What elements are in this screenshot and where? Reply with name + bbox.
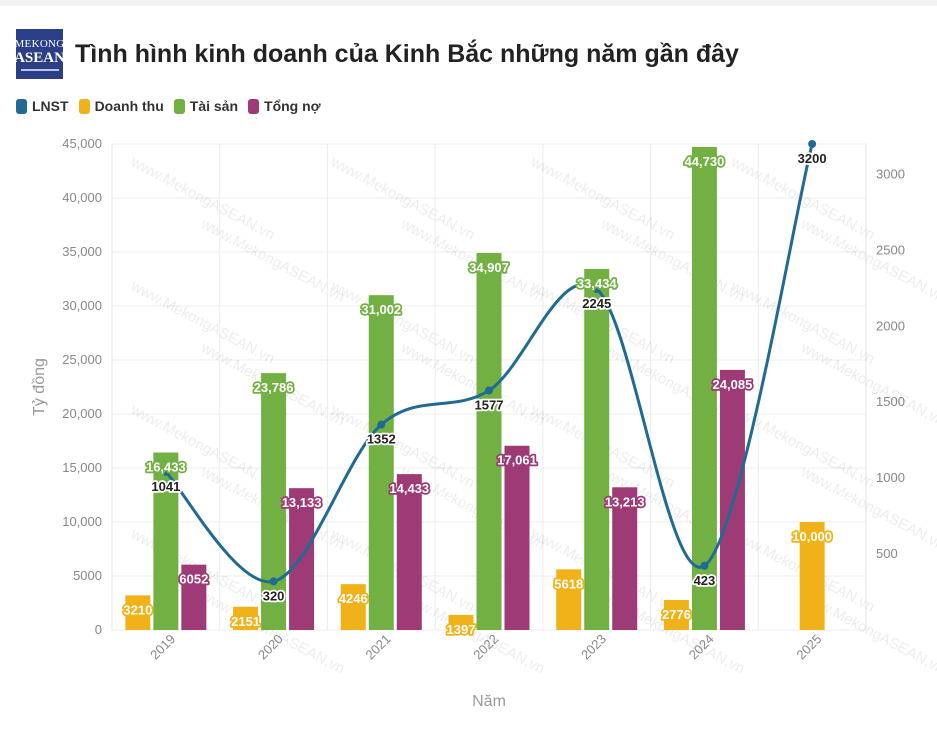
bar-tai-san-2024 [691,146,717,630]
x-tick-label: 2019 [147,631,178,662]
legend-item-tai-san[interactable]: Tài sản [173,98,239,114]
point-lnst-2021 [377,420,386,429]
bar-label-tong-no-2024: 24,085 [713,377,753,392]
x-tick-label: 2021 [363,631,394,662]
y-tick-label: 40,000 [62,190,102,205]
bar-label-doanh-thu-2023: 5618 [554,576,583,591]
line-lnst [164,143,814,584]
legend: LNST Doanh thu Tài sản Tổng nợ [16,98,331,114]
legend-label: Tài sản [189,98,239,114]
bar-label-tai-san-2020: 23,786 [254,380,294,395]
point-lnst-2023 [592,285,601,294]
bar-tai-san-2021 [368,295,394,630]
bar-label-tai-san-2019: 16,433 [146,460,186,475]
y2-tick-label: 3000 [876,166,905,181]
point-lnst-2022 [485,386,493,395]
bar-label-doanh-thu-2024: 2776 [662,607,691,622]
y2-tick-label: 500 [876,546,898,561]
point-lnst-2019 [161,467,170,476]
bar-doanh-thu-2020 [233,606,259,630]
bar-label-tai-san-2021: 31,002 [361,302,401,317]
line-label-lnst-2019: 1041 [151,479,180,494]
top-bar [0,0,937,6]
y-tick-label: 35,000 [62,244,102,259]
chart-title: Tình hình kinh doanh của Kinh Bắc những … [75,39,739,68]
bar-label-tong-no-2022: 17,061 [497,453,537,468]
logo-rule [20,68,59,71]
bar-tong-no-2022 [504,445,530,630]
bar-doanh-thu-2023 [556,569,582,630]
bar-label-tai-san-2023: 33,434 [577,276,618,291]
legend-item-lnst[interactable]: LNST [16,98,69,114]
bar-label-tong-no-2020: 13,133 [282,495,322,510]
bar-tai-san-2023 [584,268,610,630]
legend-label: Doanh thu [94,98,164,114]
mekong-asean-logo: MEKONG ASEAN [14,29,65,79]
line-label-lnst-2020: 320 [263,588,285,603]
bar-doanh-thu-2019 [125,595,151,630]
bar-doanh-thu-2021 [340,584,366,630]
y-tick-label: 30,000 [62,298,102,313]
y-tick-label: 20,000 [62,406,102,421]
bar-tong-no-2023 [612,487,638,630]
bar-label-doanh-thu-2020: 2151 [231,614,260,629]
logo-line1: MEKONG [14,37,65,50]
bar-tong-no-2021 [396,474,422,630]
bar-label-tong-no-2023: 13,213 [605,494,645,509]
x-axis-title: Năm [472,693,506,710]
legend-swatch [248,98,260,114]
point-lnst-2025 [808,140,817,148]
y-tick-label: 0 [95,622,102,637]
header: MEKONG ASEAN Tình hình kinh doanh của Ki… [14,28,739,80]
bar-tong-no-2019 [181,564,207,630]
line-label-lnst-2023: 2245 [582,296,611,311]
bar-label-tong-no-2019: 6052 [179,572,208,587]
line-label-lnst-2024: 423 [694,573,716,588]
bar-label-doanh-thu-2022: 1397 [447,622,476,637]
line-label-lnst-2022: 1577 [475,397,504,412]
legend-swatch [16,98,27,114]
y-axis-title: Tỷ đồng [31,358,48,416]
line-label-lnst-2021: 1352 [367,432,396,447]
logo-line2: ASEAN [14,49,65,66]
y2-tick-label: 1500 [876,394,905,409]
legend-label: LNST [32,98,69,114]
bar-doanh-thu-2025 [799,522,825,630]
bar-label-doanh-thu-2019: 3210 [123,602,152,617]
bar-label-tai-san-2024: 44,730 [685,154,725,169]
legend-label: Tổng nợ [264,98,321,114]
bar-label-tai-san-2022: 34,907 [469,260,509,275]
x-tick-label: 2023 [578,631,609,662]
point-lnst-2020 [269,577,278,586]
y-tick-label: 45,000 [62,136,102,151]
y2-tick-label: 1000 [876,470,905,485]
point-lnst-2024 [700,561,709,570]
legend-swatch [78,98,90,114]
bar-doanh-thu-2022 [448,614,474,630]
y-tick-label: 5000 [73,568,102,583]
y2-tick-label: 2000 [876,318,905,333]
legend-item-tong-no[interactable]: Tổng nợ [248,98,321,114]
y-tick-label: 25,000 [62,352,102,367]
bar-tai-san-2020 [261,373,287,630]
bar-tai-san-2022 [476,253,502,630]
line-label-lnst-2025: 3200 [798,151,827,166]
y2-tick-label: 2500 [876,242,905,257]
x-tick-label: 2025 [793,631,824,662]
bar-doanh-thu-2024 [663,600,689,630]
legend-swatch [173,98,185,114]
y-tick-label: 10,000 [62,514,102,529]
bar-label-tong-no-2021: 14,433 [389,481,429,496]
legend-item-doanh-thu[interactable]: Doanh thu [78,98,164,114]
bar-label-doanh-thu-2021: 4246 [339,591,368,606]
y-tick-label: 15,000 [62,460,102,475]
bar-label-doanh-thu-2025: 10,000 [792,529,832,544]
